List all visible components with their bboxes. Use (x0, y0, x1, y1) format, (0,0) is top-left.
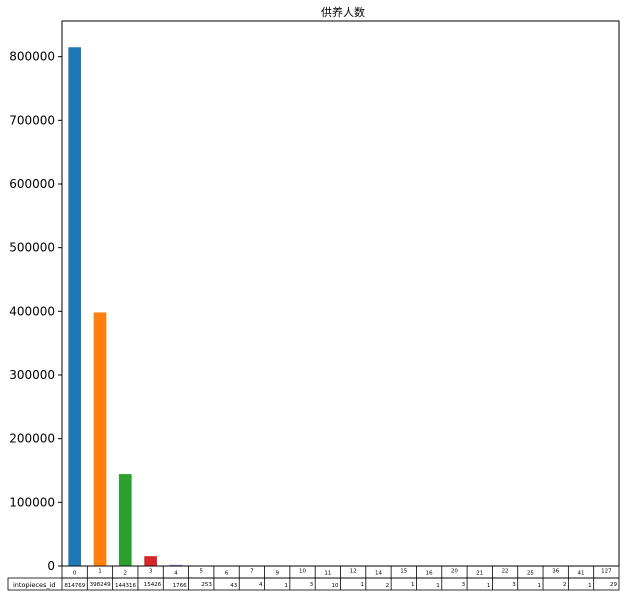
table-cell: 253 (201, 582, 212, 588)
table-column-label: 9 (275, 571, 279, 577)
table-column-label: 4 (174, 571, 178, 577)
table-column-label: 11 (324, 571, 331, 577)
table-column-label: 10 (299, 569, 306, 575)
table-column-label: 15 (400, 569, 407, 575)
table-cell: 1 (360, 582, 364, 588)
table-cell: 2 (386, 583, 390, 589)
table-cell: 3 (462, 582, 466, 588)
bar (68, 47, 81, 567)
bar (169, 564, 183, 566)
table-cell: 4 (259, 582, 263, 588)
table-cell: 3 (310, 582, 314, 588)
chart-title: 供养人数 (321, 5, 365, 19)
table-cell: 15426 (144, 582, 162, 588)
table-cell: 2 (563, 582, 567, 588)
table-cell: 43 (230, 583, 237, 589)
bar (144, 556, 157, 566)
bar (118, 474, 132, 566)
data-table: intopieces_id081476913982492144316315426… (7, 565, 620, 591)
table-column-label: 25 (527, 571, 534, 577)
table-cell: 10 (332, 583, 339, 589)
table-cell: 3 (512, 582, 516, 588)
plot-frame (61, 20, 620, 567)
table-cell: 1 (284, 583, 288, 589)
table-column-label: 6 (225, 571, 229, 577)
table-column-label: 14 (375, 571, 382, 577)
y-tick-label: 600000 (9, 177, 55, 191)
table-cell: 814769 (64, 583, 85, 589)
table-data-row (7, 577, 620, 591)
table-column-label: 21 (476, 571, 483, 577)
table-column-label: 127 (601, 569, 612, 575)
table-cell: 1 (588, 583, 592, 589)
y-tick-label: 800000 (9, 50, 55, 64)
table-cell: 1 (487, 583, 491, 589)
table-column-label: 2 (124, 571, 128, 577)
y-tick-label: 200000 (9, 432, 55, 446)
y-axis: 0 100000 200000 300000 400000 500000 600000 700… (9, 50, 62, 573)
table-column-label: 1 (98, 569, 102, 575)
table-cell: 29 (610, 582, 617, 588)
table-cell: 398249 (90, 582, 111, 588)
y-tick-label: 500000 (9, 241, 55, 255)
y-tick-label: 400000 (9, 304, 55, 318)
table-cell: 1 (538, 583, 542, 589)
bars (68, 47, 613, 567)
bar (93, 312, 107, 566)
table-cell: 1766 (173, 583, 187, 589)
table-cell: 1 (411, 582, 415, 588)
y-tick-label: 0 (47, 559, 55, 573)
y-tick-label: 100000 (9, 495, 55, 509)
table-column-label: 3 (149, 569, 153, 575)
table-column-label: 22 (502, 569, 509, 575)
table-column-label: 16 (426, 571, 433, 577)
table-column-label: 12 (350, 569, 357, 575)
table-column-label: 5 (200, 569, 204, 575)
table-row-label: intopieces_id (13, 581, 56, 589)
table-column-label: 20 (451, 569, 458, 575)
y-tick-label: 700000 (9, 113, 55, 127)
y-tick-label: 300000 (9, 368, 55, 382)
table-cell: 144316 (115, 583, 136, 589)
table-column-label: 0 (73, 571, 77, 577)
table-cell: 1 (436, 583, 440, 589)
table-column-label: 7 (250, 569, 254, 575)
table-column-label: 41 (578, 571, 585, 577)
table-column-label: 36 (552, 569, 559, 575)
